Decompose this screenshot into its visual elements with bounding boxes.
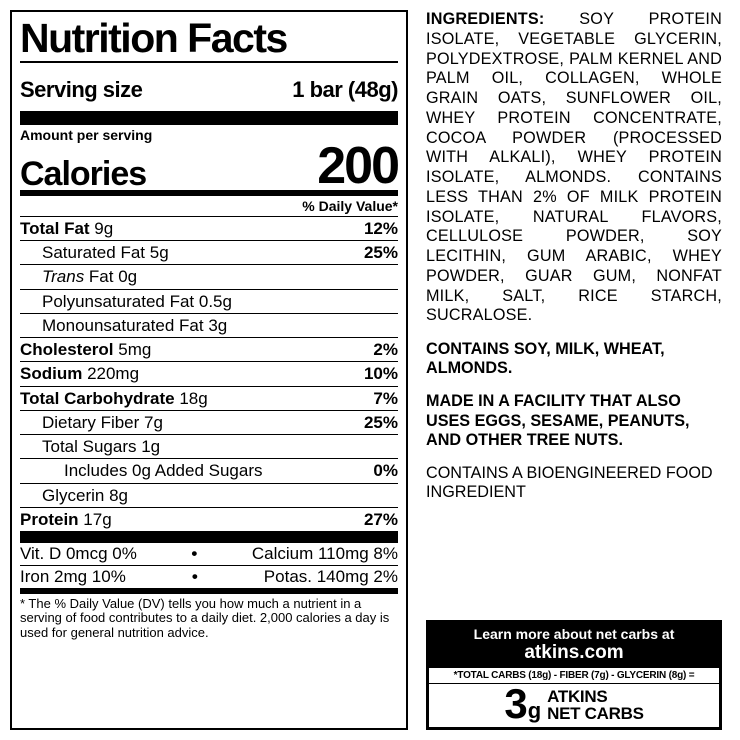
nutrient-dv: 2% xyxy=(373,339,398,360)
nutrient-row: Saturated Fat 5g 25% xyxy=(20,241,398,265)
net-carb-label: ATKINS NET CARBS xyxy=(547,688,643,722)
nutrient-row: Trans Fat 0g xyxy=(20,265,398,289)
ingredients-text: SOY PROTEIN ISOLATE, VEGETABLE GLYCERIN,… xyxy=(426,10,722,324)
nutrient-rows: Total Fat 9g 12% Saturated Fat 5g 25% Trans … xyxy=(20,217,398,543)
net-carb-number: 3 xyxy=(504,680,527,727)
net-carb-unit: g xyxy=(528,698,541,723)
nutrient-dv: 7% xyxy=(373,388,398,409)
vitamin-right: Potas. 140mg 2% xyxy=(264,567,398,587)
nutrient-row: Polyunsaturated Fat 0.5g xyxy=(20,290,398,314)
vitamin-row: Vit. D 0mcg 0% • Calcium 110mg 8% xyxy=(20,543,398,566)
nutrient-dv: 25% xyxy=(364,412,398,433)
nutrient-label: Polyunsaturated Fat 0.5g xyxy=(20,291,232,312)
net-carb-value-row: 3g ATKINS NET CARBS xyxy=(429,684,719,727)
contains-allergens: CONTAINS SOY, MILK, WHEAT, ALMONDS. xyxy=(426,340,722,378)
nutrient-dv: 25% xyxy=(364,242,398,263)
dv-header: % Daily Value* xyxy=(20,196,398,217)
vitamin-left: Iron 2mg 10% xyxy=(20,567,126,587)
serving-label: Serving size xyxy=(20,77,142,103)
ingredients-block: INGREDIENTS: SOY PROTEIN ISOLATE, VEGETA… xyxy=(426,10,722,326)
nutrient-row: Includes 0g Added Sugars 0% xyxy=(20,459,398,483)
net-carb-header: Learn more about net carbs at atkins.com xyxy=(429,623,719,668)
vitamin-rows: Vit. D 0mcg 0%•Calcium 110mg 8%Iron 2mg … xyxy=(20,543,398,588)
panel-title: Nutrition Facts xyxy=(20,18,398,63)
nutrient-row: Total Sugars 1g xyxy=(20,435,398,459)
bullet-icon: • xyxy=(192,567,198,587)
nutrient-label: Includes 0g Added Sugars xyxy=(20,460,262,481)
nutrient-label: Cholesterol 5mg xyxy=(20,339,151,360)
nutrition-facts-panel: Nutrition Facts Serving size 1 bar (48g)… xyxy=(10,10,408,730)
serving-row: Serving size 1 bar (48g) xyxy=(20,77,398,125)
nutrient-label: Sodium 220mg xyxy=(20,363,139,384)
net-carb-formula: *TOTAL CARBS (18g) - FIBER (7g) - GLYCER… xyxy=(429,668,719,684)
net-carb-text1: ATKINS xyxy=(547,688,643,705)
nutrient-row: Monounsaturated Fat 3g xyxy=(20,314,398,338)
nutrient-row: Total Carbohydrate 18g 7% xyxy=(20,387,398,411)
nutrient-dv: 12% xyxy=(364,218,398,239)
footnote: * The % Daily Value (DV) tells you how m… xyxy=(20,588,398,640)
net-carb-number-group: 3g xyxy=(504,685,541,724)
nutrient-label: Total Carbohydrate 18g xyxy=(20,388,208,409)
bioengineered-statement: CONTAINS A BIOENGINEERED FOOD INGREDIENT xyxy=(426,464,722,502)
facility-statement: MADE IN A FACILITY THAT ALSO USES EGGS, … xyxy=(426,392,722,449)
calories-row: Calories 200 xyxy=(20,143,398,196)
net-carb-line1: Learn more about net carbs at xyxy=(433,626,715,642)
net-carb-text2: NET CARBS xyxy=(547,705,643,722)
net-carb-box: Learn more about net carbs at atkins.com… xyxy=(426,620,722,730)
nutrient-label: Saturated Fat 5g xyxy=(20,242,169,263)
ingredients-panel: INGREDIENTS: SOY PROTEIN ISOLATE, VEGETA… xyxy=(426,10,722,730)
calories-value: 200 xyxy=(317,143,398,190)
nutrient-row: Total Fat 9g 12% xyxy=(20,217,398,241)
calories-label: Calories xyxy=(20,159,146,190)
nutrient-dv: 0% xyxy=(373,460,398,481)
nutrient-dv: 10% xyxy=(364,363,398,384)
nutrient-row: Sodium 220mg 10% xyxy=(20,362,398,386)
nutrient-label: Protein 17g xyxy=(20,509,112,530)
nutrient-row: Dietary Fiber 7g 25% xyxy=(20,411,398,435)
nutrient-label: Total Sugars 1g xyxy=(20,436,160,457)
vitamin-row: Iron 2mg 10% • Potas. 140mg 2% xyxy=(20,566,398,588)
vitamin-left: Vit. D 0mcg 0% xyxy=(20,544,137,564)
vitamin-right: Calcium 110mg 8% xyxy=(252,544,398,564)
nutrient-row: Glycerin 8g xyxy=(20,484,398,508)
nutrient-label: Glycerin 8g xyxy=(20,485,128,506)
nutrient-label: Monounsaturated Fat 3g xyxy=(20,315,227,336)
net-carb-url: atkins.com xyxy=(433,642,715,664)
nutrient-row: Protein 17g 27% xyxy=(20,508,398,543)
serving-value: 1 bar (48g) xyxy=(292,77,398,103)
bullet-icon: • xyxy=(191,544,197,564)
nutrient-label: Dietary Fiber 7g xyxy=(20,412,163,433)
nutrient-row: Cholesterol 5mg 2% xyxy=(20,338,398,362)
nutrient-dv: 27% xyxy=(364,509,398,530)
ingredients-head: INGREDIENTS: xyxy=(426,10,544,28)
nutrient-label: Trans Fat 0g xyxy=(20,266,137,287)
nutrient-label: Total Fat 9g xyxy=(20,218,113,239)
